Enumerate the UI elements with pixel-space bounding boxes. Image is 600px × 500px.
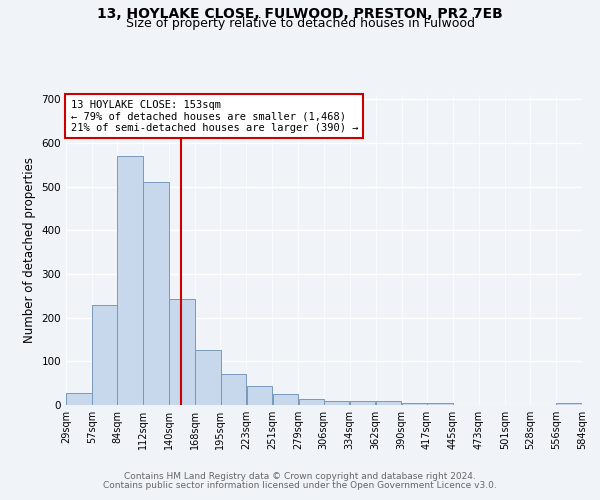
Bar bbox=[299, 400, 324, 405]
Bar bbox=[143, 182, 169, 405]
Bar bbox=[221, 374, 246, 405]
Text: 13 HOYLAKE CLOSE: 153sqm
← 79% of detached houses are smaller (1,468)
21% of sem: 13 HOYLAKE CLOSE: 153sqm ← 79% of detach… bbox=[71, 100, 358, 133]
Y-axis label: Number of detached properties: Number of detached properties bbox=[23, 157, 36, 343]
Bar bbox=[272, 394, 298, 405]
Bar bbox=[427, 403, 452, 405]
Bar bbox=[196, 350, 221, 405]
Bar bbox=[376, 400, 401, 405]
Bar bbox=[92, 304, 118, 405]
Text: Contains public sector information licensed under the Open Government Licence v3: Contains public sector information licen… bbox=[103, 481, 497, 490]
Text: 13, HOYLAKE CLOSE, FULWOOD, PRESTON, PR2 7EB: 13, HOYLAKE CLOSE, FULWOOD, PRESTON, PR2… bbox=[97, 8, 503, 22]
Bar bbox=[66, 393, 92, 405]
Bar bbox=[556, 403, 582, 405]
Text: Size of property relative to detached houses in Fulwood: Size of property relative to detached ho… bbox=[125, 18, 475, 30]
Bar bbox=[324, 400, 349, 405]
Bar bbox=[247, 386, 272, 405]
Text: Contains HM Land Registry data © Crown copyright and database right 2024.: Contains HM Land Registry data © Crown c… bbox=[124, 472, 476, 481]
Bar bbox=[118, 156, 143, 405]
Bar bbox=[350, 400, 376, 405]
Bar bbox=[402, 403, 427, 405]
Bar bbox=[169, 300, 195, 405]
